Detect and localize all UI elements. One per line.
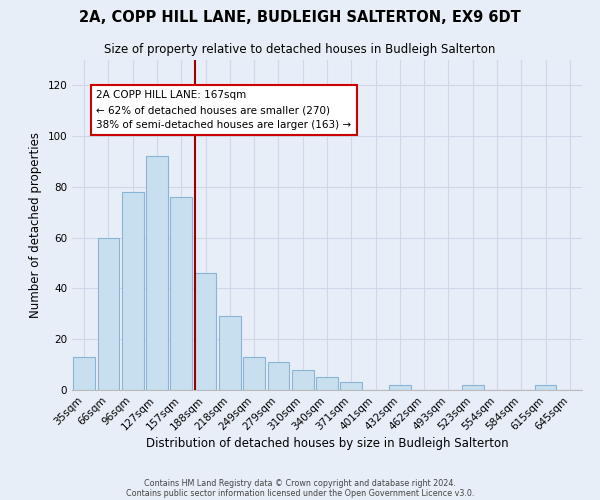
Text: Size of property relative to detached houses in Budleigh Salterton: Size of property relative to detached ho… xyxy=(104,42,496,56)
Text: Contains public sector information licensed under the Open Government Licence v3: Contains public sector information licen… xyxy=(126,488,474,498)
Bar xyxy=(268,362,289,390)
Text: 2A COPP HILL LANE: 167sqm
← 62% of detached houses are smaller (270)
38% of semi: 2A COPP HILL LANE: 167sqm ← 62% of detac… xyxy=(96,90,352,130)
Bar xyxy=(340,382,362,390)
Bar xyxy=(389,385,411,390)
Bar xyxy=(73,357,95,390)
Bar xyxy=(97,238,119,390)
X-axis label: Distribution of detached houses by size in Budleigh Salterton: Distribution of detached houses by size … xyxy=(146,438,508,450)
Text: 2A, COPP HILL LANE, BUDLEIGH SALTERTON, EX9 6DT: 2A, COPP HILL LANE, BUDLEIGH SALTERTON, … xyxy=(79,10,521,25)
Y-axis label: Number of detached properties: Number of detached properties xyxy=(29,132,42,318)
Text: Contains HM Land Registry data © Crown copyright and database right 2024.: Contains HM Land Registry data © Crown c… xyxy=(144,478,456,488)
Bar xyxy=(535,385,556,390)
Bar xyxy=(462,385,484,390)
Bar xyxy=(122,192,143,390)
Bar xyxy=(146,156,168,390)
Bar xyxy=(170,197,192,390)
Bar xyxy=(243,357,265,390)
Bar xyxy=(219,316,241,390)
Bar xyxy=(316,378,338,390)
Bar xyxy=(194,273,217,390)
Bar xyxy=(292,370,314,390)
